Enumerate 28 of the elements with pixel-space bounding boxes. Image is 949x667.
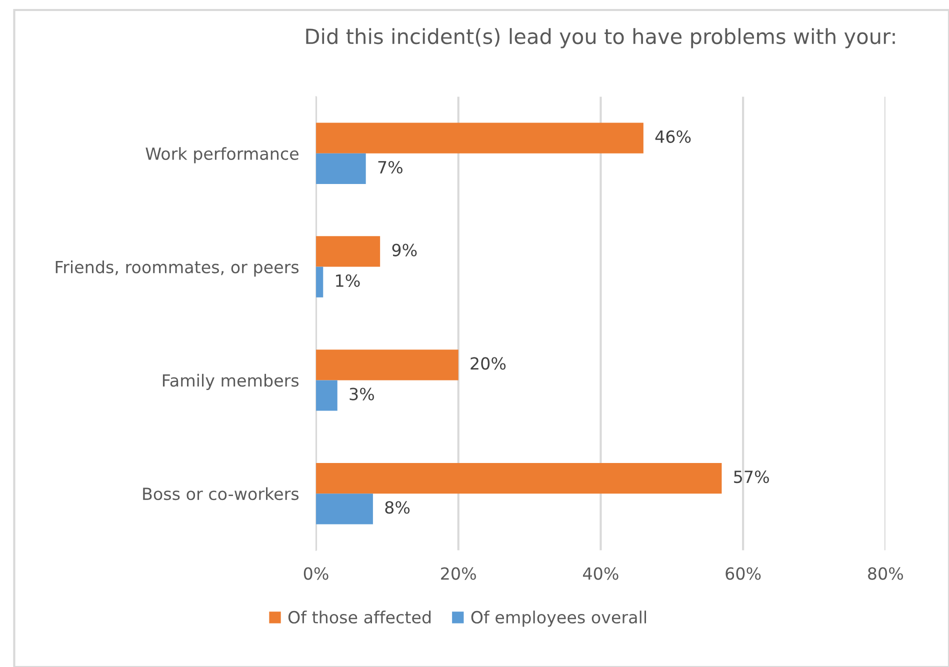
- x-tick-label: 80%: [868, 567, 904, 580]
- data-label: 20%: [470, 357, 506, 370]
- x-tick-label: 20%: [441, 567, 476, 580]
- data-label: 7%: [378, 160, 402, 174]
- data-label: 57%: [734, 470, 769, 484]
- x-tick-label: 40%: [583, 567, 618, 580]
- data-label: 8%: [385, 501, 410, 514]
- bar: [316, 494, 373, 524]
- y-tick-label: Work performance: [146, 147, 298, 164]
- data-label: 1%: [336, 274, 360, 287]
- bar: [316, 380, 338, 411]
- data-label: 9%: [392, 244, 417, 256]
- bar: [316, 236, 380, 267]
- legend-label: Of employees overall: [471, 610, 646, 627]
- bar: [316, 153, 366, 184]
- data-label: 46%: [655, 130, 691, 143]
- bar: [316, 122, 644, 154]
- bar: [316, 350, 458, 380]
- y-tick-label: Friends, roommates, or peers: [56, 260, 299, 277]
- y-tick-label: Boss or co-workers: [143, 487, 299, 500]
- legend-label: Of those affected: [288, 610, 431, 624]
- data-label: 3%: [350, 388, 374, 400]
- y-tick-label: Family members: [162, 374, 299, 390]
- x-tick-label: 0%: [304, 567, 328, 580]
- bar: [316, 462, 722, 494]
- bar: [316, 266, 324, 298]
- x-tick-label: 60%: [726, 567, 761, 580]
- chart-title: Did this incident(s) lead you to have problems with your:: [306, 28, 895, 48]
